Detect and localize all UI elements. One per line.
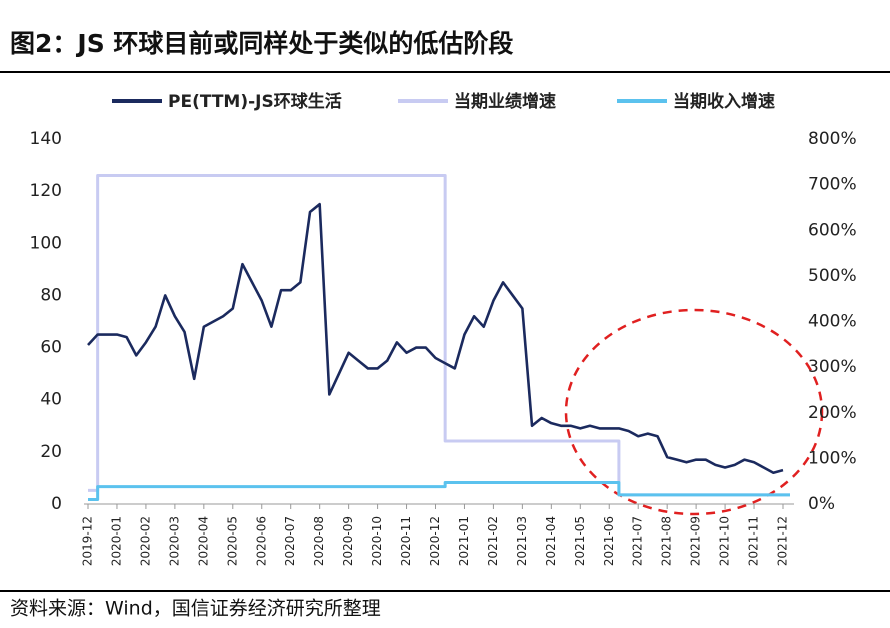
y-tick-label: 100 [30, 233, 62, 253]
y2-tick-label: 200% [808, 403, 857, 423]
x-tick-label: 2021-01 [457, 516, 471, 566]
x-tick-label: 2021-04 [544, 516, 558, 566]
x-tick-label: 2020-01 [109, 516, 123, 566]
x-tick-label: 2021-09 [689, 516, 703, 566]
x-tick-label: 2020-04 [196, 516, 210, 566]
y2-tick-label: 500% [808, 266, 857, 286]
x-tick-label: 2021-12 [776, 516, 790, 566]
x-tick-label: 2020-10 [370, 516, 384, 566]
y2-tick-label: 300% [808, 357, 857, 377]
x-tick-label: 2020-12 [428, 516, 442, 566]
legend-label: PE(TTM)-JS环球生活 [168, 91, 342, 112]
legend-label: 当期收入增速 [673, 91, 775, 112]
y2-tick-label: 800% [808, 129, 857, 149]
x-tick-label: 2020-07 [283, 516, 297, 566]
legend-label: 当期业绩增速 [454, 91, 556, 112]
x-tick-label: 2019-12 [81, 516, 95, 566]
y2-tick-label: 100% [808, 448, 857, 468]
x-tick-label: 2020-03 [167, 516, 181, 566]
highlight-ellipse [564, 308, 824, 516]
y-tick-label: 40 [40, 390, 62, 410]
series-line [88, 481, 790, 501]
x-tick-label: 2021-02 [486, 516, 500, 566]
x-tick-label: 2021-07 [631, 516, 645, 566]
x-tick-label: 2020-02 [138, 516, 152, 566]
y2-tick-label: 700% [808, 175, 857, 195]
x-tick-label: 2020-11 [399, 516, 413, 566]
series-line [87, 202, 784, 475]
source: 资料来源：Wind，国信证券经济研究所整理 [10, 598, 381, 620]
x-tick-label: 2021-11 [747, 516, 761, 566]
x-tick-label: 2020-08 [312, 516, 326, 566]
y-tick-label: 140 [30, 129, 62, 149]
x-tick-label: 2020-05 [225, 516, 239, 566]
y-tick-label: 20 [40, 442, 62, 462]
y-tick-label: 60 [40, 338, 62, 358]
y-tick-label: 120 [30, 181, 62, 201]
y-tick-label: 0 [51, 494, 62, 514]
series-line [88, 174, 790, 497]
x-tick-label: 2021-08 [660, 516, 674, 566]
x-tick-label: 2021-10 [718, 516, 732, 566]
x-tick-label: 2020-06 [254, 516, 268, 566]
x-tick-label: 2021-05 [573, 516, 587, 566]
y2-tick-label: 400% [808, 312, 857, 332]
y2-tick-label: 0% [808, 494, 835, 514]
y2-tick-label: 600% [808, 220, 857, 240]
y-tick-label: 80 [40, 285, 62, 305]
x-tick-label: 2021-06 [602, 516, 616, 566]
chart-title: 图2：JS 环球目前或同样处于类似的低估阶段 [10, 29, 513, 58]
x-tick-label: 2021-03 [515, 516, 529, 566]
x-tick-label: 2020-09 [341, 516, 355, 566]
